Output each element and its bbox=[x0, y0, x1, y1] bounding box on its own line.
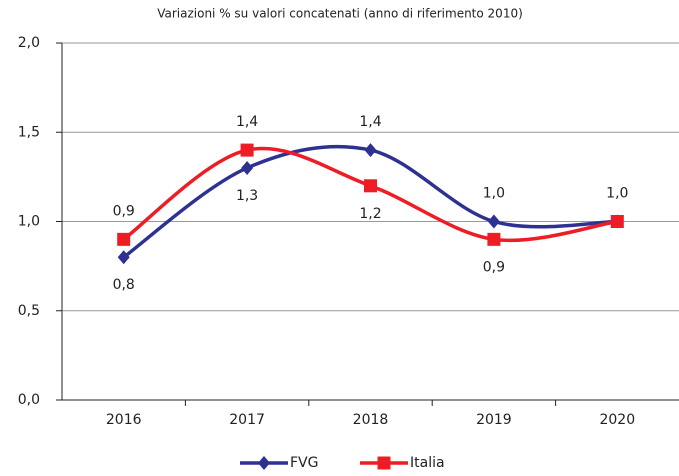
marker bbox=[258, 456, 270, 470]
data-label: 1,0 bbox=[606, 186, 628, 202]
x-tick-label: 2019 bbox=[476, 412, 512, 428]
data-label: 1,3 bbox=[236, 188, 258, 204]
y-tick-label: 1,5 bbox=[18, 124, 40, 140]
data-label: 1,4 bbox=[359, 114, 381, 130]
y-tick-label: 2,0 bbox=[18, 35, 40, 51]
legend-label: Italia bbox=[410, 455, 445, 471]
marker bbox=[364, 143, 377, 158]
data-label: 0,9 bbox=[113, 203, 135, 219]
x-tick-label: 2016 bbox=[106, 412, 142, 428]
marker bbox=[240, 143, 254, 157]
x-tick-label: 2018 bbox=[353, 412, 389, 428]
series-line bbox=[122, 144, 618, 259]
y-tick-label: 0,5 bbox=[18, 303, 40, 319]
marker bbox=[377, 456, 391, 470]
y-tick-label: 1,0 bbox=[18, 214, 40, 230]
marker bbox=[241, 160, 254, 175]
x-tick-label: 2017 bbox=[229, 412, 265, 428]
x-tick-label: 2020 bbox=[599, 412, 635, 428]
data-label: 0,9 bbox=[483, 259, 505, 275]
legend-label: FVG bbox=[290, 455, 318, 471]
data-label: 1,2 bbox=[359, 206, 381, 222]
data-label: 0,8 bbox=[113, 277, 135, 293]
data-label: 1,4 bbox=[236, 114, 258, 130]
marker bbox=[487, 232, 501, 246]
marker bbox=[487, 214, 500, 229]
data-label: 1,0 bbox=[483, 186, 505, 202]
marker bbox=[117, 250, 130, 265]
marker bbox=[610, 215, 624, 228]
marker bbox=[117, 232, 131, 246]
chart-subtitle: Variazioni % su valori concatenati (anno… bbox=[157, 7, 523, 21]
y-tick-label: 0,0 bbox=[18, 392, 40, 408]
marker bbox=[364, 179, 377, 193]
